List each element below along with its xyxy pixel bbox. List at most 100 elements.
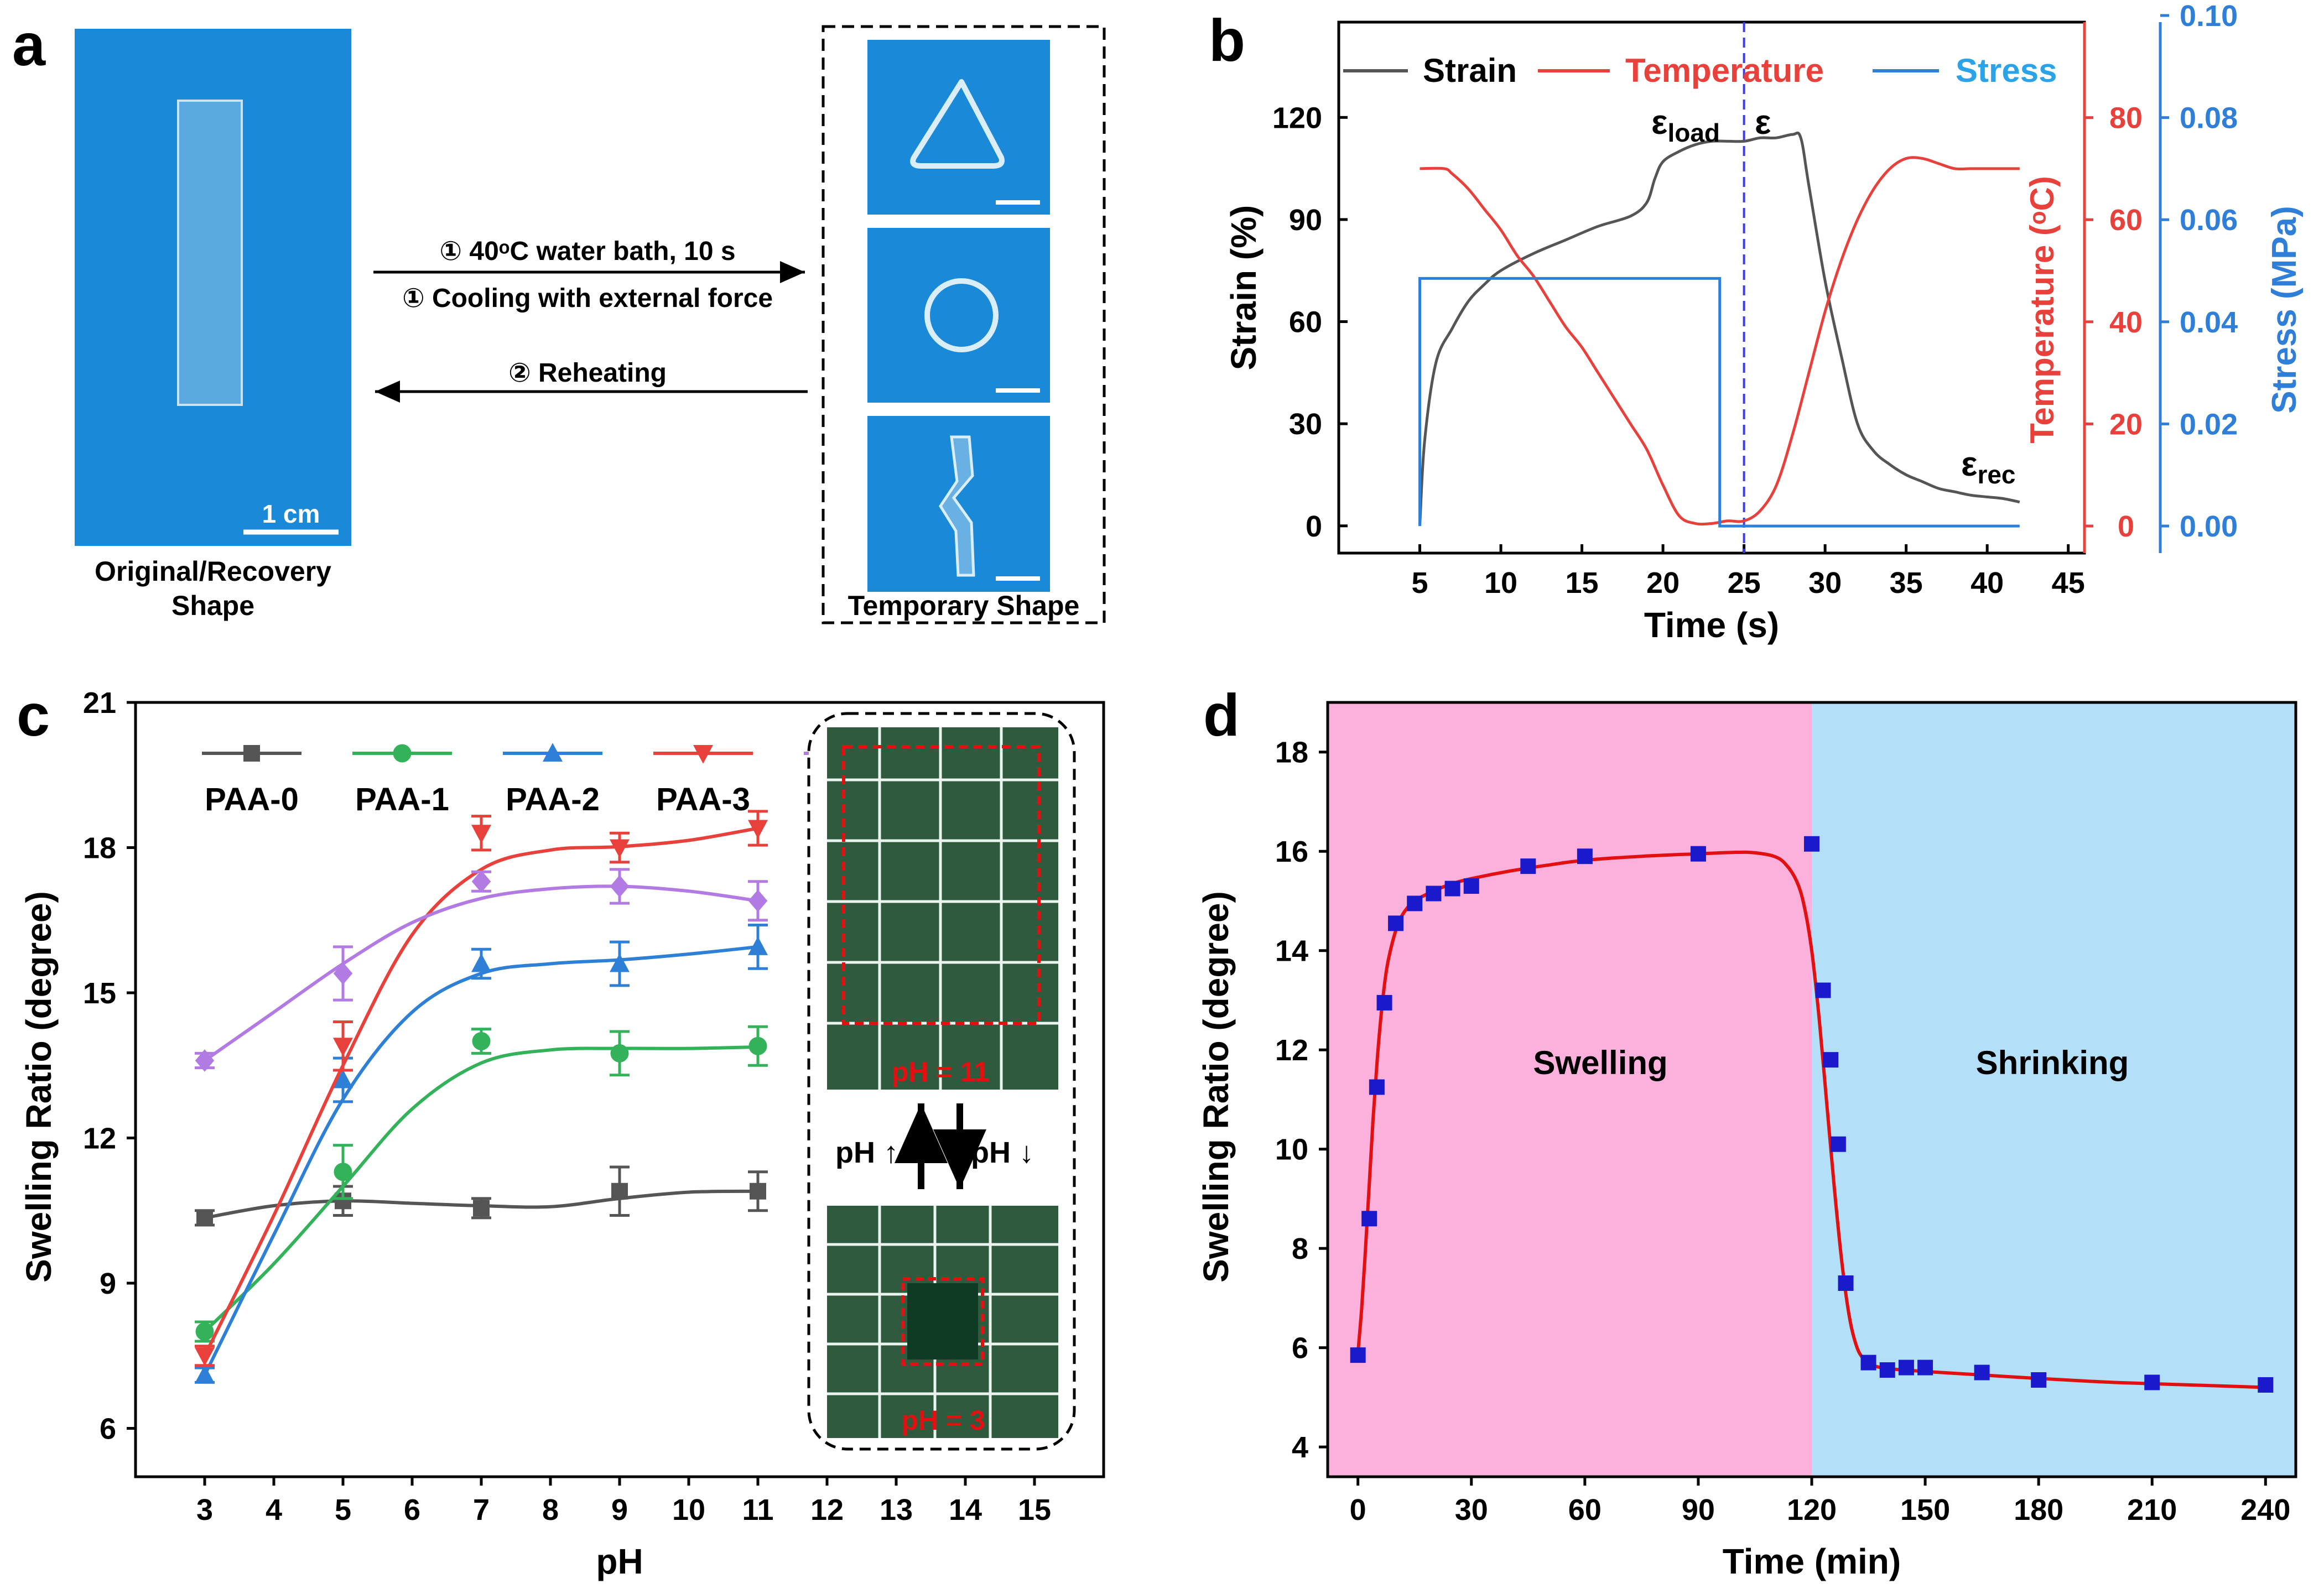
data-point-paa-3 (748, 820, 768, 839)
annotation-eps: ε (1755, 103, 1771, 142)
data-point-d (1407, 895, 1423, 911)
forward-label-2: ① Cooling with external force (402, 284, 773, 313)
data-point-paa-3 (610, 839, 630, 858)
data-point-paa-4 (195, 1049, 215, 1072)
data-point-paa-3 (195, 1347, 215, 1366)
y3-tick-label-b: 0.04 (2180, 306, 2238, 339)
data-point-paa-4 (471, 870, 491, 893)
y-tick-label-c: 15 (83, 977, 116, 1010)
x-tick-label-d: 0 (1350, 1493, 1366, 1527)
data-point-paa-2 (610, 953, 630, 972)
y-tick-label-d: 8 (1292, 1232, 1308, 1265)
data-point-d (1815, 982, 1831, 998)
data-point-paa-2 (195, 1364, 215, 1384)
inset-label-ph11: pH = 11 (892, 1056, 990, 1087)
legend-marker-paa-0 (243, 745, 260, 762)
x-tick-label-c: 12 (810, 1493, 844, 1527)
fit-curve-paa-2 (203, 945, 758, 1376)
panel-letter-a: a (12, 11, 46, 78)
x-tick-label-c: 6 (404, 1493, 420, 1527)
plot-frame-d (1326, 701, 2297, 1478)
data-point-d (1804, 836, 1819, 852)
data-point-paa-4 (748, 889, 768, 912)
y-tick-label-c: 18 (83, 832, 116, 865)
legend-marker-paa-2 (543, 743, 563, 762)
data-point-d (1830, 1136, 1846, 1152)
data-point-d (1463, 878, 1479, 894)
x-tick-label-b: 30 (1808, 566, 1842, 600)
original-caption-line1: Original/Recovery (95, 556, 331, 587)
data-point-paa-1 (334, 1163, 352, 1181)
data-point-paa-0 (750, 1183, 766, 1200)
y3label-b: Stress (MPa) (2265, 206, 2304, 414)
x-tick-label-d: 30 (1455, 1493, 1488, 1527)
legend-marker-paa-3 (693, 745, 713, 764)
shrunken-gel-outline (901, 1277, 984, 1366)
x-tick-label-b: 25 (1728, 566, 1761, 600)
x-tick-label-c: 8 (542, 1493, 559, 1527)
panel-letter-b: b (1209, 7, 1245, 74)
x-tick-label-b: 45 (2052, 566, 2085, 600)
data-point-d (1974, 1364, 1990, 1381)
x-tick-label-c: 9 (611, 1493, 628, 1527)
data-point-d (1376, 994, 1392, 1010)
ylabel-c: Swelling Ratio (degree) (19, 891, 59, 1283)
data-point-d (2258, 1377, 2274, 1393)
x-tick-label-d: 60 (1568, 1493, 1602, 1527)
data-point-paa-1 (195, 1322, 214, 1341)
x-tick-label-c: 7 (473, 1493, 490, 1527)
temporary-shape-frame (822, 25, 1106, 624)
data-point-paa-3 (471, 825, 491, 843)
y-tick-label-b: 120 (1272, 101, 1322, 134)
region-shrinking (1812, 702, 2296, 1477)
legend-marker-paa-1 (393, 744, 412, 763)
x-tick-label-c: 3 (196, 1493, 213, 1527)
y2label-b: Temperature (ᵒC) (2024, 176, 2061, 444)
y-tick-label-d: 18 (1275, 736, 1308, 769)
gel-triangle (910, 79, 1005, 169)
annotation-eps-rec: εrec (1961, 445, 2016, 489)
legend-label-paa-0: PAA-0 (205, 782, 299, 817)
data-point-paa-2 (333, 1069, 353, 1088)
data-point-paa-0 (196, 1209, 213, 1226)
y2-tick-label-b: 20 (2109, 408, 2143, 441)
x-tick-label-c: 4 (266, 1493, 282, 1527)
region-label-shrinking: Shrinking (1976, 1044, 2129, 1081)
legend-label-paa-1: PAA-1 (355, 782, 449, 817)
series-line-stress (1418, 277, 2020, 528)
x-tick-label-d: 180 (2014, 1493, 2063, 1527)
data-point-paa-4 (610, 875, 630, 898)
legend-label-stress: Stress (1956, 52, 2057, 89)
inset-label-ph3: pH = 3 (901, 1405, 985, 1436)
x-tick-label-d: 90 (1682, 1493, 1715, 1527)
panel-letter-d: d (1203, 681, 1240, 748)
y-tick-label-c: 9 (100, 1267, 116, 1300)
y-tick-label-c: 6 (100, 1413, 116, 1446)
y2-tick-label-b: 40 (2109, 306, 2143, 339)
data-point-paa-2 (748, 936, 768, 955)
legend-label-paa-3: PAA-3 (656, 782, 750, 817)
x-tick-label-c: 11 (742, 1493, 773, 1527)
y-tick-label-d: 4 (1292, 1431, 1308, 1464)
panel-d: d 0 30 60 90 120 150 180 210 240 4 6 8 10 12 14 16 18 Sw… (1196, 681, 2297, 1581)
gel-circle (924, 278, 999, 352)
y-tick-label-d: 10 (1275, 1133, 1308, 1166)
data-point-d (1690, 846, 1706, 862)
panel-b: b 5 10 15 20 25 30 35 40 45 0 30 60 90 120 0 20 40 60 80 0.… (1209, 0, 2304, 645)
x-tick-label-d: 120 (1787, 1493, 1837, 1527)
y-tick-label-c: 12 (83, 1122, 116, 1155)
swollen-gel-outline (842, 745, 1041, 1025)
data-point-d (1350, 1347, 1366, 1363)
y-tick-label-d: 16 (1275, 835, 1308, 868)
data-point-paa-1 (610, 1044, 629, 1062)
y3-tick-label-b: 0.02 (2180, 408, 2238, 441)
data-point-paa-2 (471, 953, 491, 972)
annotation-eps-load: εload (1651, 103, 1720, 147)
original-caption-line2: Shape (171, 590, 254, 621)
inset-photo-ph11 (827, 727, 1058, 1090)
temp-photo-circle (867, 228, 1050, 403)
x-tick-label-b: 10 (1484, 566, 1517, 600)
data-point-paa-1 (472, 1032, 491, 1050)
x-tick-label-b: 35 (1890, 566, 1923, 600)
